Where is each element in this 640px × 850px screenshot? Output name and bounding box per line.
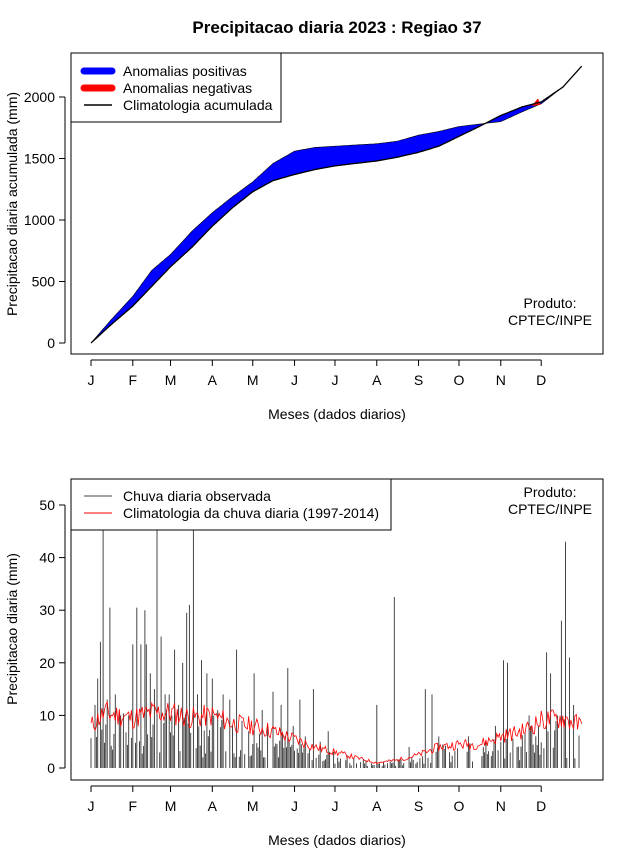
bottom-x-tick-label: F [129, 798, 138, 814]
top-x-tick-label: J [331, 372, 338, 388]
top-axes: 0 500 1000 1500 2000 J F M A M J J A S O N D [24, 89, 546, 388]
top-y-tick-label: 500 [32, 274, 56, 290]
legend-label-climatology: Climatologia acumulada [123, 97, 273, 113]
figure-title: Precipitacao diaria 2023 : Regiao 37 [192, 18, 481, 37]
bottom-x-tick-label: N [496, 798, 506, 814]
legend-label-negative: Anomalias negativas [123, 80, 252, 96]
bottom-x-tick-label: A [372, 798, 382, 814]
top-x-tick-label: F [129, 372, 138, 388]
top-x-tick-label: J [291, 372, 298, 388]
bottom-axes: 0 10 20 30 40 50 J F M A M J J A S O N D [39, 497, 546, 814]
anomaly-area [90, 65, 583, 344]
bottom-y-tick-label: 0 [47, 760, 55, 776]
legend-label-observed: Chuva diaria observada [123, 488, 271, 504]
climatology-accumulated-line [90, 65, 583, 344]
top-y-tick-label: 2000 [24, 89, 55, 105]
top-x-tick-label: O [454, 372, 465, 388]
cumulative-precipitation-chart: 0 500 1000 1500 2000 J F M A M J J A S O N D Meses (dado… [4, 52, 604, 422]
bottom-y-axis-label: Precipitacao diaria (mm) [4, 553, 20, 705]
top-x-axis-label: Meses (dados diarios) [268, 406, 406, 422]
legend-label-positive: Anomalias positivas [123, 63, 247, 79]
bottom-x-tick-label: M [165, 798, 177, 814]
bottom-legend: Chuva diaria observada Climatologia da c… [70, 478, 392, 531]
top-credit-line-1: Produto: [524, 295, 577, 311]
top-y-tick-label: 0 [47, 335, 55, 351]
bottom-x-tick-label: S [414, 798, 423, 814]
bottom-x-tick-label: M [247, 798, 259, 814]
climatology-line [90, 701, 583, 765]
top-x-tick-label: M [165, 372, 177, 388]
bottom-x-axis-label: Meses (dados diarios) [268, 832, 406, 848]
daily-climatology-line [90, 701, 583, 765]
top-y-tick-label: 1500 [24, 151, 55, 167]
legend-label-daily-climatology: Climatologia da chuva diaria (1997-2014) [123, 505, 379, 521]
bottom-x-tick-label: J [331, 798, 338, 814]
top-x-tick-label: M [247, 372, 259, 388]
top-x-tick-label: S [414, 372, 423, 388]
top-legend: Anomalias positivas Anomalias negativas … [70, 52, 282, 123]
top-x-tick-label: N [496, 372, 506, 388]
bottom-y-tick-label: 40 [39, 550, 55, 566]
bottom-x-tick-label: A [208, 798, 218, 814]
observed-bars [90, 479, 580, 768]
bottom-credit-line-2: CPTEC/INPE [508, 501, 592, 517]
plot-frame-top [70, 52, 604, 355]
top-x-tick-label: D [536, 372, 546, 388]
top-y-axis-label: Precipitacao diaria acumulada (mm) [4, 92, 20, 316]
bottom-x-tick-label: O [454, 798, 465, 814]
top-credit-line-2: CPTEC/INPE [508, 312, 592, 328]
bottom-y-tick-label: 20 [39, 655, 55, 671]
bottom-y-tick-label: 30 [39, 602, 55, 618]
top-y-tick-label: 1000 [24, 212, 55, 228]
top-x-tick-label: J [88, 372, 95, 388]
bottom-x-tick-label: J [291, 798, 298, 814]
top-x-tick-label: A [372, 372, 382, 388]
bottom-x-tick-label: D [536, 798, 546, 814]
bottom-y-tick-label: 10 [39, 707, 55, 723]
bottom-legend-box [70, 478, 392, 531]
bottom-y-tick-label: 50 [39, 497, 55, 513]
top-x-tick-label: A [208, 372, 218, 388]
bottom-credit-line-1: Produto: [524, 484, 577, 500]
bottom-x-tick-label: J [88, 798, 95, 814]
daily-precipitation-chart: 0 10 20 30 40 50 J F M A M J J A S O N D Meses (dados dia… [4, 478, 604, 848]
